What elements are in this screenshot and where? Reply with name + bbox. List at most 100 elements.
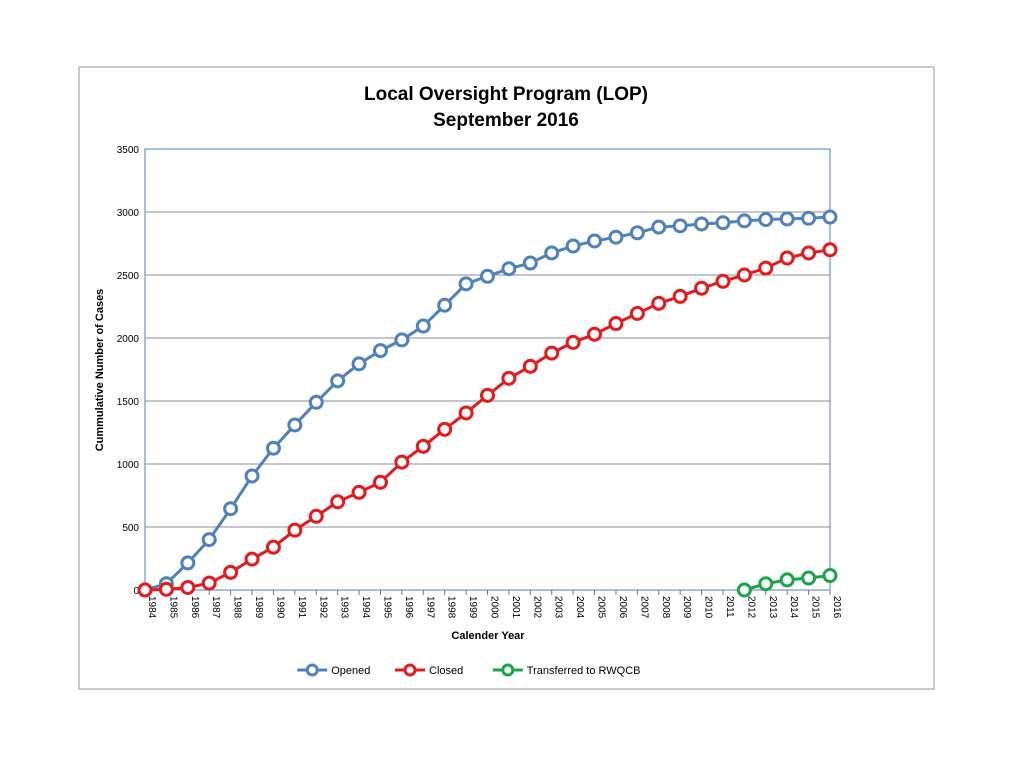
x-tick-label: 2014 [788,596,799,619]
data-point [480,268,495,284]
x-tick-label: 2007 [638,596,649,619]
data-point [715,273,731,289]
x-tick-label: 2013 [767,596,778,619]
data-point [822,209,838,225]
data-point [308,508,324,524]
x-tick-label: 2016 [831,596,842,619]
data-point [330,373,346,389]
x-tick-label: 1985 [167,596,178,619]
data-point [758,260,774,276]
x-tick-label: 1990 [274,596,285,619]
x-tick-label: 2008 [660,596,671,619]
x-tick-label: 2011 [724,596,735,618]
y-tick-label: 2500 [117,271,140,282]
data-point [458,276,474,292]
data-point [779,572,795,588]
x-tick-label: 2005 [596,596,607,619]
data-point [608,316,624,332]
y-axis-title: Cummulative Number of Cases [94,289,106,452]
data-point [223,501,239,517]
legend-marker [403,663,417,677]
y-tick-label: 2000 [117,334,140,345]
data-point [265,440,281,456]
data-point [137,582,153,598]
x-tick-label: 1984 [146,596,157,619]
data-point [522,358,538,374]
x-tick-label: 2004 [574,596,585,619]
legend-marker [501,663,515,677]
data-point [372,474,388,490]
data-point [694,216,710,232]
data-point [587,326,603,342]
data-point [180,579,196,595]
data-point [565,334,581,350]
x-tick-label: 2015 [810,596,821,619]
data-point [672,288,688,304]
data-point [544,345,560,361]
x-tick-label: 1992 [317,596,328,619]
data-point [544,245,560,261]
data-point [223,564,239,580]
x-tick-label: 1986 [189,596,200,619]
x-tick-label: 2006 [617,596,628,619]
data-point [437,421,453,437]
x-tick-label: 1998 [446,596,457,619]
y-tick-label: 1000 [117,460,140,471]
data-point [372,343,388,359]
legend-label: Opened [331,665,370,677]
x-tick-label: 2010 [703,596,714,619]
data-point [736,267,752,283]
data-point [415,318,431,334]
x-tick-label: 1996 [403,596,414,619]
data-point [394,332,410,348]
legend-label: Closed [429,665,463,677]
data-point [480,387,495,403]
data-point [736,213,752,229]
data-point [587,233,603,249]
data-point [180,555,196,571]
legend-marker [305,663,319,677]
y-tick-label: 3000 [117,208,140,219]
y-tick-label: 0 [133,586,139,597]
x-tick-label: 1995 [381,596,392,619]
y-tick-label: 1500 [117,397,140,408]
data-point [351,484,367,500]
data-point [651,295,667,311]
legend-label: Transferred to RWQCB [527,665,641,677]
data-point [801,570,817,586]
data-point [672,218,688,234]
data-point [608,229,624,245]
data-point [629,305,645,321]
x-tick-label: 1989 [253,596,264,619]
data-point [736,582,752,598]
data-point [265,539,281,555]
chart-subtitle: September 2016 [433,110,579,131]
data-point [437,297,453,313]
y-tick-label: 500 [122,523,139,534]
x-axis-title: Calender Year [451,630,525,642]
x-tick-label: 2002 [531,596,542,619]
x-tick-label: 1987 [210,596,221,619]
chart-title: Local Oversight Program (LOP) [364,84,648,105]
data-point [501,370,517,386]
data-point [415,438,431,454]
data-point [308,394,324,410]
data-point [801,245,817,261]
x-tick-label: 1991 [296,596,307,619]
data-point [244,468,260,484]
x-tick-label: 1999 [467,596,478,619]
data-point [629,225,645,241]
data-point [694,280,710,296]
data-point [287,522,303,538]
data-point [501,261,517,277]
data-point [394,454,410,470]
data-point [715,215,731,231]
data-point [779,250,795,266]
data-point [158,581,174,597]
x-tick-label: 2001 [510,596,521,619]
data-point [244,551,260,567]
data-point [822,568,838,584]
data-point [287,417,303,433]
x-tick-label: 1994 [360,596,371,619]
